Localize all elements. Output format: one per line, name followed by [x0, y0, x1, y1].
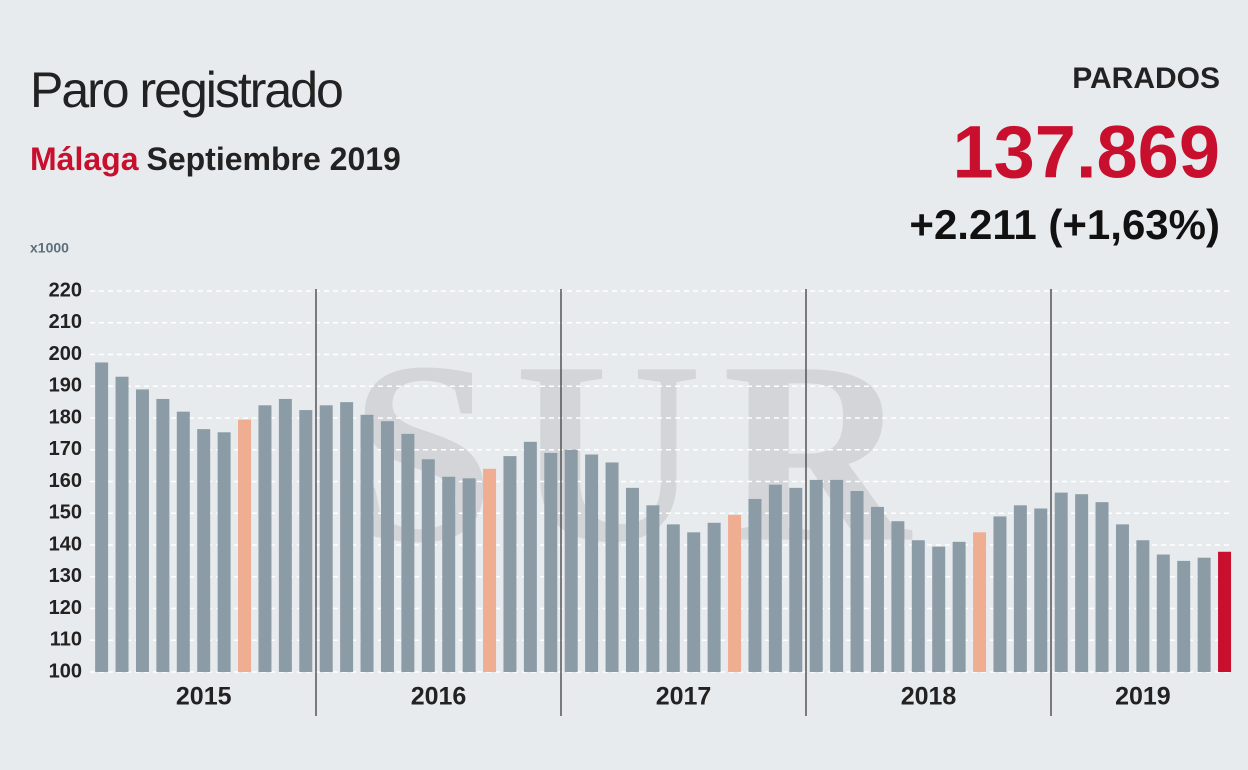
- bar: [870, 506, 884, 672]
- y-tick-label: 180: [49, 406, 82, 428]
- bar: [442, 476, 456, 672]
- y-tick-label: 100: [49, 660, 82, 682]
- chart-title: Paro registrado: [30, 62, 342, 118]
- bar: [809, 479, 823, 672]
- bar: [891, 521, 905, 672]
- kpi-label: PARADOS: [1072, 62, 1220, 95]
- bar: [176, 411, 190, 672]
- bar: [932, 546, 946, 672]
- bar: [850, 491, 864, 672]
- bar: [483, 468, 497, 672]
- bar: [135, 389, 149, 672]
- y-tick-label: 200: [49, 343, 82, 365]
- bar: [830, 479, 844, 672]
- bar: [911, 540, 925, 672]
- year-label: 2015: [176, 683, 232, 711]
- y-tick-label: 160: [49, 470, 82, 492]
- bar: [1156, 554, 1170, 672]
- y-tick-label: 190: [49, 375, 82, 397]
- bar: [993, 516, 1007, 672]
- bar: [768, 484, 782, 672]
- subtitle-place: Málaga: [30, 141, 139, 177]
- bar: [217, 432, 231, 672]
- year-label: 2018: [901, 683, 957, 711]
- bar: [544, 452, 558, 672]
- bar: [707, 522, 721, 672]
- bar: [1218, 551, 1232, 672]
- bar: [789, 487, 803, 672]
- bar: [319, 405, 333, 672]
- bar: [1197, 557, 1211, 672]
- bar: [1075, 494, 1089, 672]
- bar: [585, 454, 599, 672]
- bar: [380, 421, 394, 672]
- bar: [666, 524, 680, 672]
- subtitle-period: Septiembre 2019: [146, 141, 400, 177]
- y-tick-label: 120: [49, 597, 82, 619]
- bar: [625, 487, 639, 672]
- y-tick-label: 220: [49, 279, 82, 301]
- bar: [299, 410, 313, 672]
- bar: [401, 433, 415, 672]
- bar: [748, 498, 762, 672]
- chart-subtitle: Málaga Septiembre 2019: [30, 141, 401, 177]
- bar: [1177, 560, 1191, 672]
- bar: [564, 449, 578, 672]
- bar: [340, 402, 354, 672]
- y-tick-label: 150: [49, 502, 82, 524]
- bar: [115, 376, 129, 672]
- y-tick-label: 110: [50, 629, 82, 651]
- bar: [605, 462, 619, 672]
- bar: [1115, 524, 1129, 672]
- bar: [197, 429, 211, 672]
- bar: [503, 456, 517, 672]
- kpi-value: 137.869: [953, 111, 1221, 194]
- bar: [952, 541, 966, 672]
- year-label: 2016: [411, 683, 467, 711]
- bar: [238, 419, 252, 672]
- bar: [95, 362, 109, 672]
- bar: [646, 505, 660, 672]
- unit-label: x1000: [30, 240, 69, 256]
- bar: [360, 414, 374, 672]
- y-tick-label: 140: [49, 533, 82, 555]
- kpi-change: +2.211 (+1,63%): [909, 201, 1220, 248]
- bar: [1095, 502, 1109, 672]
- bar: [728, 514, 742, 672]
- bar: [278, 398, 292, 672]
- bar: [156, 398, 170, 672]
- y-tick-label: 210: [49, 311, 82, 333]
- y-tick-label: 130: [49, 565, 82, 587]
- bar: [687, 532, 701, 672]
- y-tick-label: 170: [49, 438, 82, 460]
- bar: [1034, 508, 1048, 672]
- bar: [462, 478, 476, 672]
- bar: [1136, 540, 1150, 672]
- year-label: 2019: [1115, 683, 1171, 711]
- year-label: 2017: [656, 683, 712, 711]
- bar: [421, 459, 435, 672]
- bar: [258, 405, 272, 672]
- bar: [523, 441, 537, 672]
- bar: [1054, 492, 1068, 672]
- bar: [973, 532, 987, 672]
- bar: [1013, 505, 1027, 672]
